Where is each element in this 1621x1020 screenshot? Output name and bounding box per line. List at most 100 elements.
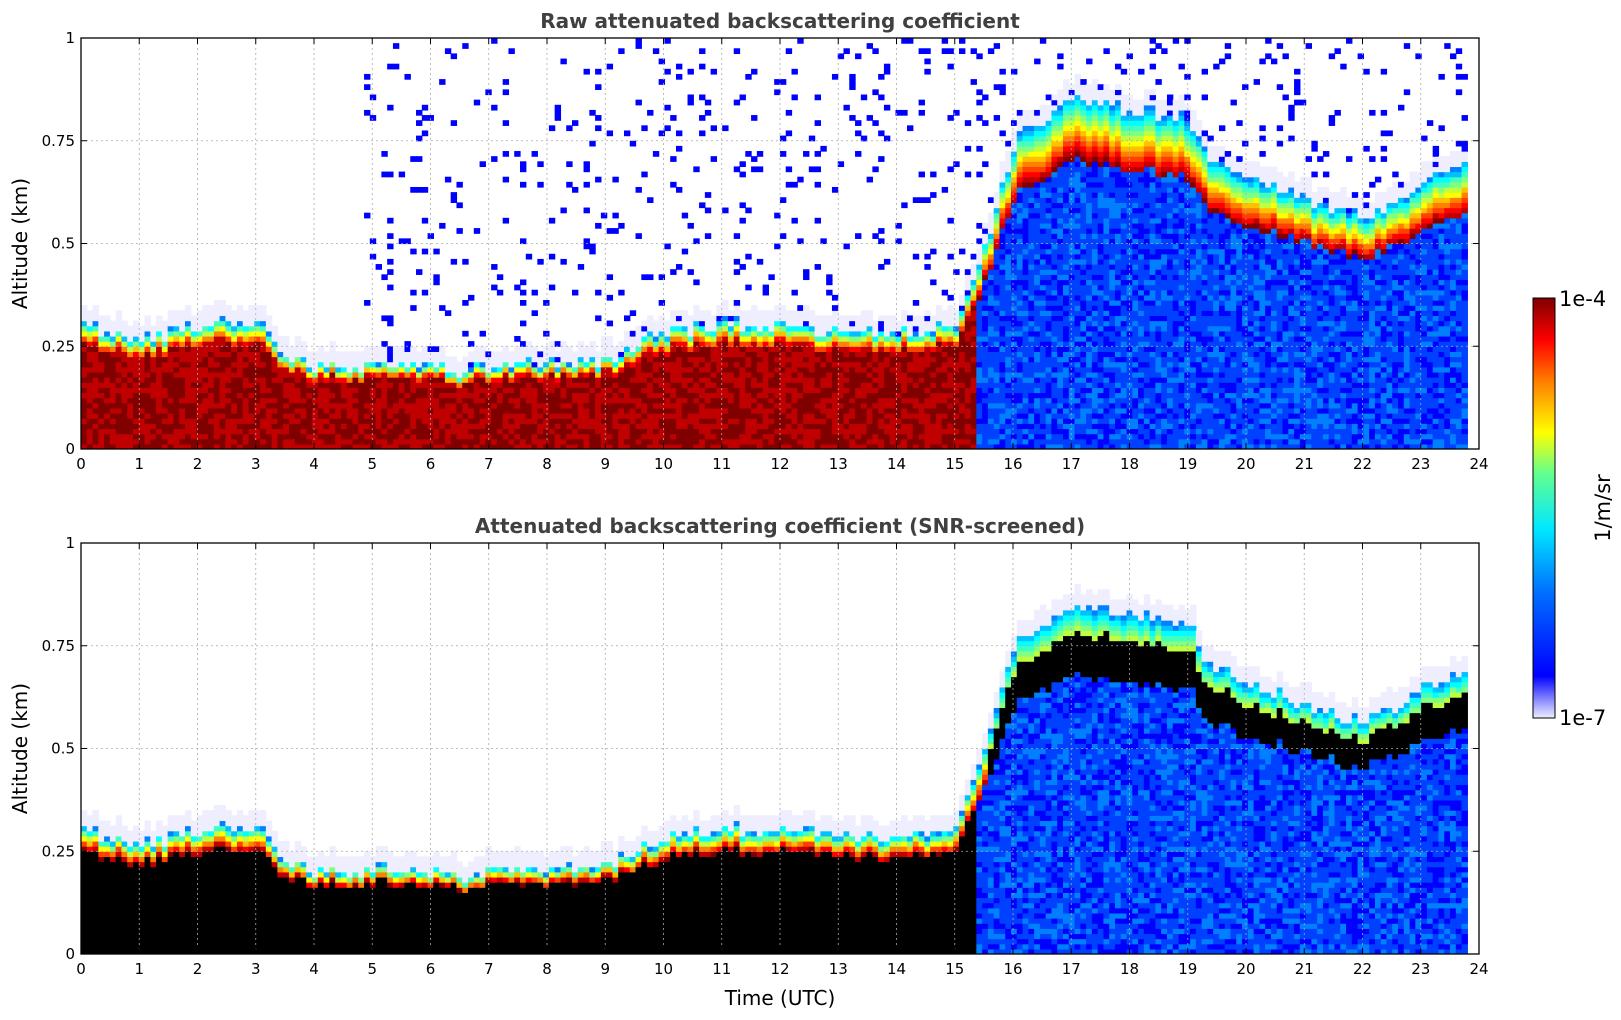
heatmap-cell	[1022, 335, 1029, 342]
heatmap-cell	[849, 325, 856, 332]
heatmap-cell	[433, 392, 440, 399]
heatmap-cell	[491, 438, 498, 445]
heatmap-cell	[618, 443, 625, 449]
heatmap-cell	[340, 387, 348, 394]
heatmap-cell	[664, 325, 671, 332]
heatmap-cell	[317, 418, 325, 424]
heatmap-cell	[369, 413, 377, 419]
heatmap-cell	[924, 315, 931, 322]
heatmap-cell	[595, 361, 602, 368]
heatmap-cell	[1045, 120, 1053, 126]
heatmap-cell	[733, 402, 741, 409]
heatmap-cell	[560, 392, 567, 399]
heatmap-cell	[184, 371, 192, 378]
heatmap-cell	[727, 371, 735, 378]
heatmap-cell	[184, 402, 192, 409]
heatmap-cell	[751, 166, 758, 173]
heatmap-cell	[277, 346, 284, 352]
heatmap-cell	[213, 351, 221, 358]
heatmap-cell	[739, 320, 746, 327]
heatmap-cell	[727, 418, 735, 424]
heatmap-cell	[543, 366, 550, 373]
heatmap-cell	[167, 335, 175, 342]
heatmap-cell	[1016, 258, 1024, 265]
heatmap-cell	[496, 356, 504, 363]
heatmap-cell	[1039, 233, 1047, 239]
heatmap-cell	[1028, 274, 1035, 281]
heatmap-cell	[722, 207, 729, 214]
heatmap-cell	[468, 423, 475, 430]
heatmap-cell	[733, 351, 741, 358]
heatmap-cell	[566, 346, 573, 352]
heatmap-cell	[982, 320, 989, 327]
heatmap-cell	[1057, 392, 1064, 399]
heatmap-cell	[196, 387, 203, 394]
heatmap-cell	[976, 413, 983, 419]
heatmap-cell	[485, 387, 492, 394]
heatmap-cell	[317, 443, 325, 449]
heatmap-cell	[814, 217, 821, 224]
heatmap-cell	[450, 413, 458, 419]
heatmap-cell	[1028, 402, 1035, 409]
heatmap-cell	[202, 423, 209, 430]
heatmap-cell	[722, 392, 729, 399]
heatmap-cell	[260, 423, 267, 430]
heatmap-cell	[739, 346, 746, 352]
heatmap-cell	[930, 325, 937, 332]
heatmap-cell	[462, 428, 469, 435]
heatmap-cell	[751, 320, 758, 327]
heatmap-cell	[912, 392, 920, 399]
heatmap-cell	[889, 397, 897, 404]
heatmap-cell	[791, 330, 798, 337]
heatmap-cell	[675, 361, 683, 368]
heatmap-cell	[381, 171, 388, 178]
heatmap-cell	[537, 161, 544, 168]
heatmap-cell	[404, 73, 411, 80]
heatmap-cell	[860, 135, 868, 142]
heatmap-cell	[473, 402, 481, 409]
heatmap-cell	[381, 366, 388, 373]
heatmap-cell	[606, 418, 614, 424]
heatmap-cell	[208, 382, 215, 388]
heatmap-cell	[98, 346, 105, 352]
heatmap-cell	[976, 269, 983, 275]
heatmap-cell	[1034, 346, 1041, 352]
heatmap-cell	[115, 387, 123, 394]
heatmap-cell	[485, 392, 492, 399]
heatmap-cell	[722, 330, 729, 337]
heatmap-cell	[364, 212, 371, 219]
heatmap-cell	[907, 356, 914, 363]
heatmap-cell	[1016, 300, 1024, 306]
heatmap-cell	[860, 361, 868, 368]
heatmap-cell	[473, 361, 481, 368]
heatmap-cell	[300, 371, 307, 378]
heatmap-cell	[641, 125, 648, 132]
heatmap-cell	[803, 407, 810, 414]
heatmap-cell	[843, 402, 850, 409]
heatmap-cell	[647, 433, 654, 440]
heatmap-cell	[1011, 382, 1018, 388]
heatmap-cell	[537, 392, 544, 399]
heatmap-cell	[115, 310, 123, 317]
heatmap-cell	[98, 335, 105, 342]
heatmap-cell	[138, 377, 146, 383]
heatmap-cell	[675, 433, 683, 440]
heatmap-cell	[831, 294, 839, 301]
heatmap-cell	[820, 423, 827, 430]
heatmap-cell	[196, 320, 203, 327]
heatmap-cell	[265, 351, 273, 358]
heatmap-cell	[976, 222, 983, 229]
heatmap-cell	[675, 186, 683, 193]
heatmap-cell	[525, 418, 533, 424]
heatmap-cell	[999, 186, 1006, 193]
heatmap-cell	[762, 407, 769, 414]
heatmap-cell	[1039, 228, 1047, 234]
heatmap-cell	[173, 438, 180, 445]
heatmap-cell	[872, 330, 879, 337]
heatmap-cell	[878, 156, 885, 162]
heatmap-cell	[514, 428, 521, 435]
heatmap-cell	[86, 310, 94, 317]
heatmap-cell	[98, 371, 105, 378]
heatmap-cell	[184, 320, 192, 327]
heatmap-cell	[1039, 269, 1047, 275]
